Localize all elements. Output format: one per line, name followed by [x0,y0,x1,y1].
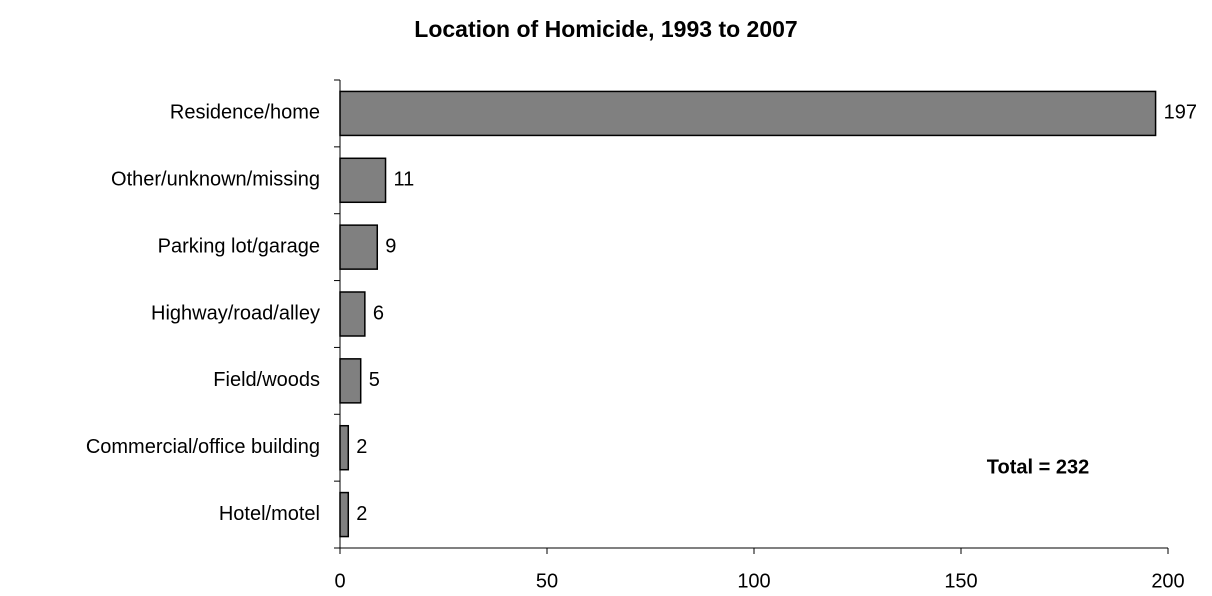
annotation: Total = 232 [987,456,1089,478]
x-tick-label: 150 [944,570,977,592]
data-label: 6 [373,302,384,324]
bar [339,424,350,471]
data-label: 11 [394,169,415,191]
y-tick-label: Field/woods [213,369,320,391]
data-label: 197 [1164,102,1197,124]
y-tick-label: Hotel/motel [219,503,320,525]
data-label: 5 [369,369,380,391]
x-tick-label: 50 [536,570,558,592]
y-tick-label: Residence/home [170,102,320,124]
x-tick-label: 0 [334,570,345,592]
bar [339,157,387,204]
y-tick-label: Parking lot/garage [158,235,320,257]
bar [339,90,1157,137]
x-tick-label: 200 [1151,570,1184,592]
data-label: 2 [356,503,367,525]
bar [339,491,350,538]
bar [339,291,366,337]
data-label: 2 [356,436,367,458]
bar [339,224,379,270]
bar [339,358,362,404]
data-label: 9 [385,235,396,257]
chart-title: Location of Homicide, 1993 to 2007 [414,16,797,42]
y-tick-label: Highway/road/alley [151,302,320,324]
y-tick-label: Other/unknown/missing [111,169,320,191]
y-tick-label: Commercial/office building [86,436,320,458]
x-tick-label: 100 [737,570,770,592]
